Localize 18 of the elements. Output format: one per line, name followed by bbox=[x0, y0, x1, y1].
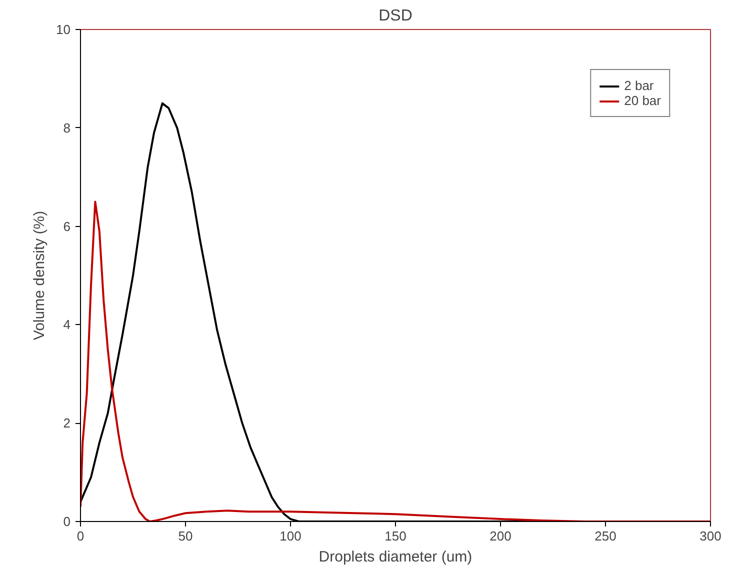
y-tick-label: 8 bbox=[63, 120, 71, 136]
x-tick-label: 200 bbox=[490, 528, 512, 544]
x-axis-title: Droplets diameter (um) bbox=[318, 548, 472, 566]
x-tick-label: 50 bbox=[178, 528, 193, 544]
y-tick-label: 2 bbox=[63, 416, 71, 431]
x-tick-label: 300 bbox=[700, 528, 722, 544]
x-tick-label: 150 bbox=[384, 528, 406, 544]
x-tick-label: 250 bbox=[594, 528, 616, 544]
y-axis-title: Volume density (%) bbox=[31, 210, 48, 340]
legend-label: 20 bar bbox=[624, 93, 661, 108]
y-tick-label: 4 bbox=[63, 317, 71, 332]
y-tick-label: 10 bbox=[56, 22, 71, 37]
x-tick-label: 0 bbox=[76, 528, 84, 544]
chart-title: DSD bbox=[378, 8, 412, 24]
x-tick-label: 100 bbox=[280, 528, 302, 544]
legend-label: 2 bar bbox=[624, 78, 654, 93]
y-tick-label: 0 bbox=[63, 514, 71, 529]
y-tick-label: 6 bbox=[63, 218, 71, 234]
